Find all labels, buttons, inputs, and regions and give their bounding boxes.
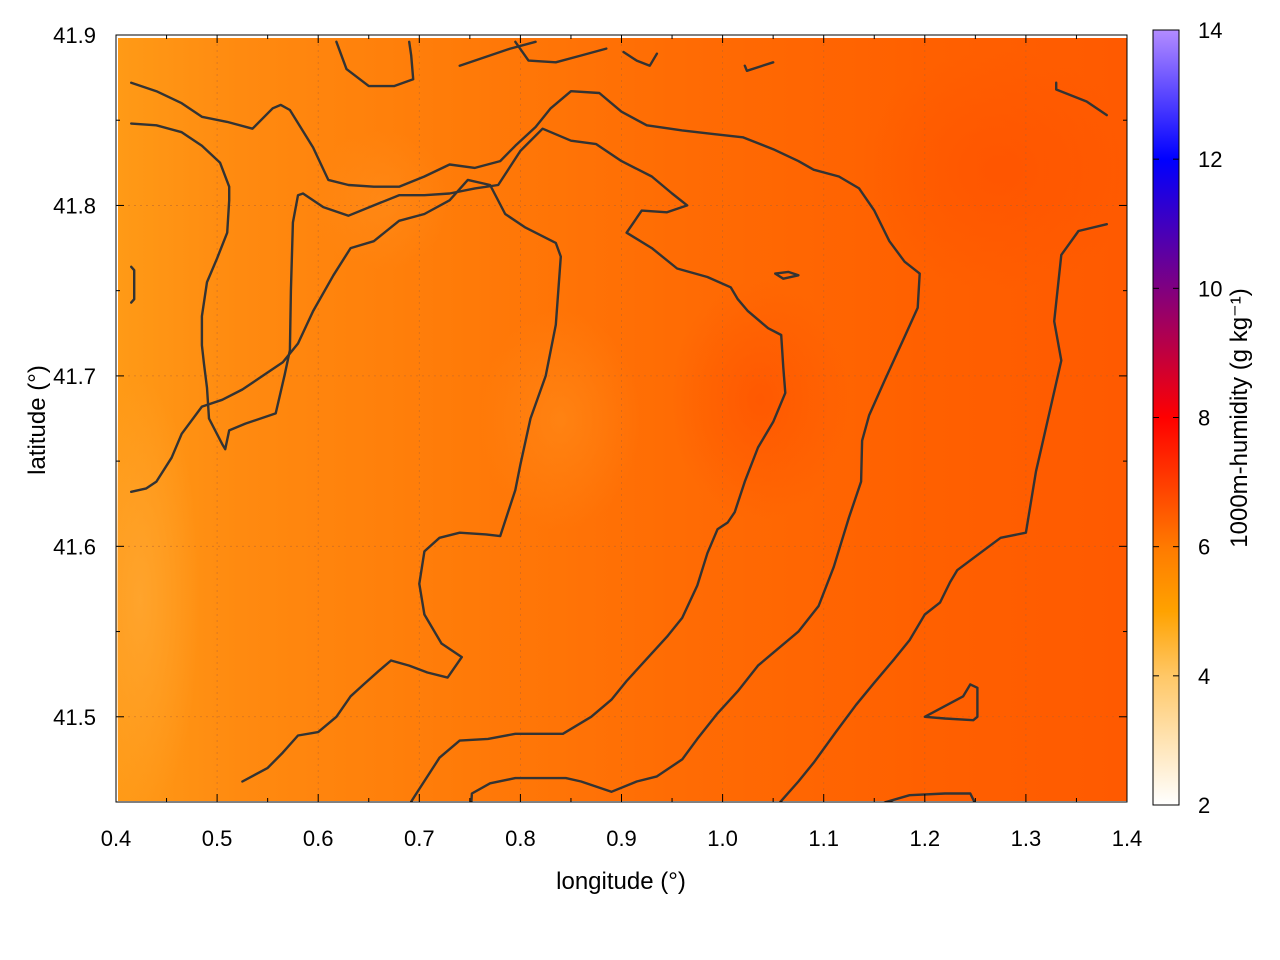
contour-line xyxy=(622,50,659,67)
contour-line xyxy=(743,61,775,72)
contour-line xyxy=(774,270,800,280)
colorbar-tick-label: 8 xyxy=(1198,406,1210,431)
colorbar: 2 4 6 8 10 12 14 1000m-humidity (g kg⁻¹) xyxy=(1152,18,1253,818)
contour-line xyxy=(923,683,979,722)
contour-lines xyxy=(130,40,1108,802)
x-tick-label: 1.3 xyxy=(1011,826,1042,851)
colorbar-tick-label: 6 xyxy=(1198,535,1210,560)
grid-lines xyxy=(116,35,1127,802)
x-tick-label: 0.5 xyxy=(202,826,233,851)
y-tick-label: 41.7 xyxy=(53,364,96,389)
y-tick-label: 41.9 xyxy=(53,23,96,48)
contour-line xyxy=(458,40,537,67)
x-tick-label: 0.9 xyxy=(606,826,637,851)
colorbar-tick-label: 4 xyxy=(1198,664,1210,689)
x-tick-label: 0.7 xyxy=(404,826,435,851)
contour-line xyxy=(778,223,1108,802)
colorbar-ticks: 2 4 6 8 10 12 14 xyxy=(1153,18,1222,818)
colorbar-tick-label: 14 xyxy=(1198,18,1222,43)
y-tick-label: 41.5 xyxy=(53,705,96,730)
y-tick-label: 41.6 xyxy=(53,534,96,559)
x-tick-label: 0.8 xyxy=(505,826,536,851)
contour-line xyxy=(130,265,136,304)
contour-line xyxy=(130,178,562,783)
x-tick-label: 1.2 xyxy=(910,826,941,851)
colorbar-label: 1000m-humidity (g kg⁻¹) xyxy=(1226,288,1253,547)
x-axis-label: longitude (°) xyxy=(556,868,686,895)
contour-line xyxy=(881,792,976,802)
x-tick-label: 0.4 xyxy=(101,826,132,851)
y-tick-labels: 41.5 41.6 41.7 41.8 41.9 xyxy=(53,23,96,730)
contour-line xyxy=(514,40,608,64)
humidity-field xyxy=(116,38,1127,802)
y-tick-label: 41.8 xyxy=(53,193,96,218)
x-tick-label: 0.6 xyxy=(303,826,334,851)
contour-line xyxy=(335,40,415,88)
contour-line xyxy=(130,122,787,802)
colorbar-tick-label: 12 xyxy=(1198,147,1222,172)
x-tick-label: 1.1 xyxy=(808,826,839,851)
x-tick-label: 1.4 xyxy=(1112,826,1143,851)
y-axis-label: latitude (°) xyxy=(24,365,51,475)
contour-line xyxy=(1055,81,1108,117)
colorbar-tick-label: 2 xyxy=(1198,793,1210,818)
axis-ticks xyxy=(115,34,1128,803)
contour-line xyxy=(130,81,921,802)
x-tick-label: 1.0 xyxy=(707,826,738,851)
colorbar-tick-label: 10 xyxy=(1198,276,1222,301)
x-tick-labels: 0.4 0.5 0.6 0.7 0.8 0.9 1.0 1.1 1.2 1.3 1.4 xyxy=(101,826,1143,851)
